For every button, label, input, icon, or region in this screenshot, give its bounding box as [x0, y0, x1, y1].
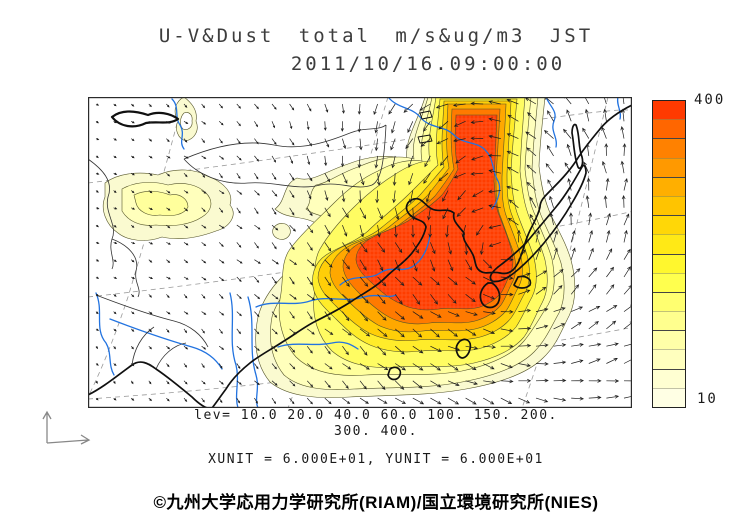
colorbar-min-label: 10: [697, 391, 718, 407]
colorbar-segment: [653, 253, 685, 273]
border-lines: [87, 124, 387, 370]
contour-levels-line-1: lev= 10.0 20.0 40.0 60.0 100. 150. 200.: [194, 408, 558, 423]
colorbar-max-label: 400: [694, 92, 726, 108]
colorbar-segment: [653, 330, 685, 350]
x-axis-arrow-icon: [46, 434, 91, 445]
colorbar-segment: [653, 157, 685, 177]
dust-map: [87, 91, 649, 409]
wind-vector-arrows: [95, 91, 637, 405]
colorbar-segment: [653, 215, 685, 235]
colorbar-segment: [653, 291, 685, 312]
rivers: [95, 96, 622, 409]
map-frame: [88, 97, 632, 408]
coastlines: [87, 104, 633, 409]
colorbar-segment: [653, 176, 685, 196]
chart-timestamp: 2011/10/16.09:00:00: [290, 53, 566, 75]
colorbar-segment: [653, 387, 685, 407]
colorbar-segment: [653, 234, 685, 254]
colorbar: [652, 100, 686, 408]
colorbar-segment: [653, 368, 685, 388]
units-label: XUNIT = 6.000E+01, YUNIT = 6.000E+01: [208, 452, 544, 467]
colorbar-segment: [653, 349, 685, 369]
colorbar-segment: [653, 138, 685, 158]
credit-text: ©九州大学応用力学研究所(RIAM)/国立環境研究所(NIES): [153, 493, 599, 512]
colorbar-segment: [653, 101, 685, 120]
contour-levels-line-2: 300. 400.: [334, 424, 418, 439]
colorbar-segment: [653, 272, 685, 292]
chart-title: U-V&Dust total m/s&ug/m3 JST: [158, 25, 594, 47]
colorbar-segment: [653, 311, 685, 331]
axis-indicator: [42, 410, 91, 445]
colorbar-segment: [653, 119, 685, 139]
y-axis-arrow-icon: [42, 410, 52, 443]
map-plot-area: [87, 91, 649, 409]
colorbar-segment: [653, 195, 685, 216]
